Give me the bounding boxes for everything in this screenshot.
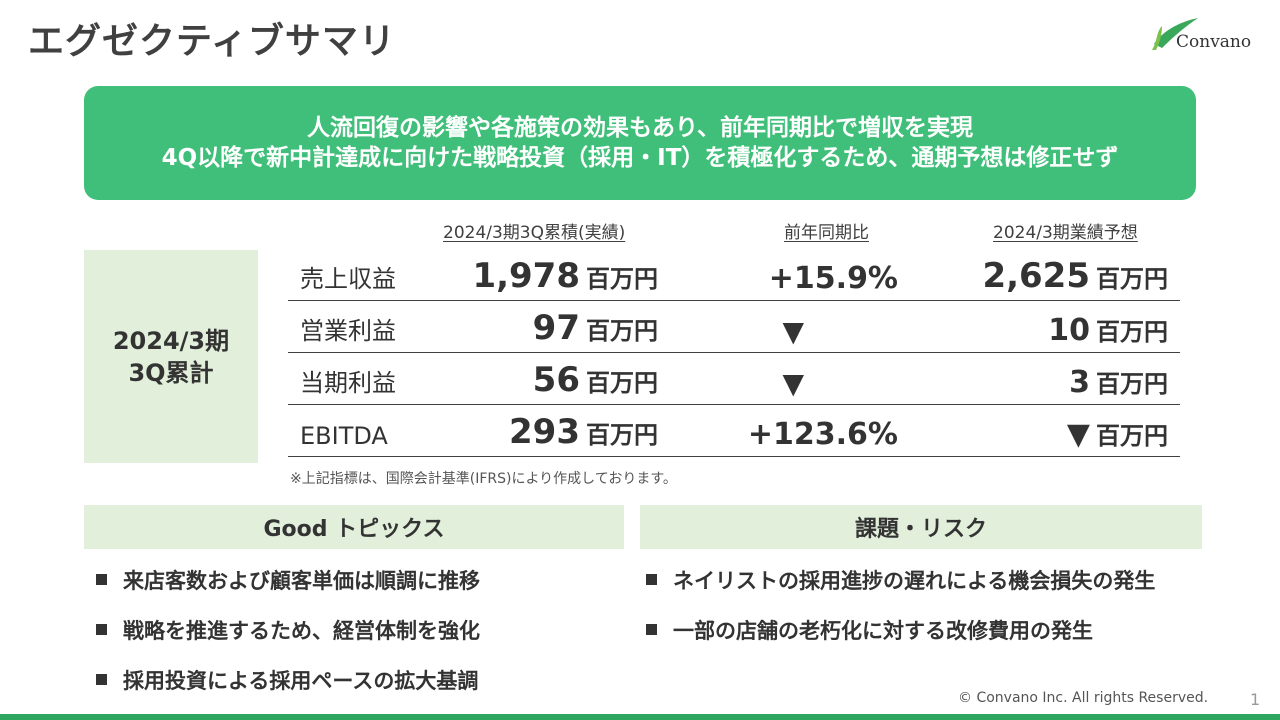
- actual-value: 293 百万円: [509, 412, 658, 452]
- footer-divider: [0, 714, 1280, 720]
- list-item: 来店客数および顧客単価は順調に推移: [96, 565, 480, 595]
- header-actual: 2024/3期3Q累積(実績): [443, 223, 626, 243]
- period-line-1: 2024/3期: [112, 326, 230, 355]
- forecast-value: 3 百万円: [1069, 365, 1168, 400]
- header-yoy: 前年同期比: [784, 223, 869, 243]
- header-forecast: 2024/3期業績予想: [993, 223, 1138, 243]
- banner-line-2: 4Q以降で新中計達成に向けた戦略投資（採用・IT）を積極化するため、通期予想は修…: [161, 145, 1119, 171]
- summary-banner: 人流回復の影響や各施策の効果もあり、前年同期比で増収を実現 4Q以降で新中計達成…: [84, 86, 1196, 200]
- ifrs-note: ※上記指標は、国際会計基準(IFRS)により作成しております。: [290, 471, 677, 487]
- table-row: 営業利益 97 百万円 ▼ 10 百万円: [288, 300, 1180, 353]
- period-label: 2024/3期 3Q累計: [84, 250, 258, 463]
- row-label: 売上収益: [300, 265, 396, 293]
- bullet-square-icon: [96, 624, 107, 635]
- actual-value: 1,978 百万円: [472, 256, 658, 296]
- convano-leaf-icon: [1152, 18, 1198, 50]
- page-number: 1: [1250, 690, 1261, 709]
- list-item: 採用投資による採用ペースの拡大基調: [96, 665, 478, 695]
- list-item: 一部の店舗の老朽化に対する改修費用の発生: [646, 615, 1093, 645]
- bullet-square-icon: [96, 674, 107, 685]
- table-row: 当期利益 56 百万円 ▼ 3 百万円: [288, 352, 1180, 405]
- actual-value: 56 百万円: [532, 360, 658, 400]
- yoy-value: +123.6%: [747, 417, 898, 452]
- actual-value: 97 百万円: [532, 308, 658, 348]
- row-label: 当期利益: [300, 369, 396, 397]
- yoy-down-icon: ▼: [782, 367, 804, 400]
- list-item: ネイリストの採用進捗の遅れによる機会損失の発生: [646, 565, 1155, 595]
- bullet-square-icon: [646, 574, 657, 585]
- forecast-value: ▼ 百万円: [1066, 417, 1168, 452]
- forecast-value: 10 百万円: [1048, 313, 1168, 348]
- page-title: エグゼクティブサマリ: [28, 21, 396, 62]
- banner-line-1: 人流回復の影響や各施策の効果もあり、前年同期比で増収を実現: [306, 115, 974, 141]
- period-line-2: 3Q累計: [128, 358, 214, 387]
- row-label: EBITDA: [300, 422, 388, 450]
- yoy-down-icon: ▼: [782, 315, 804, 348]
- good-topics-heading: Good トピックス: [84, 505, 624, 549]
- yoy-value: +15.9%: [768, 261, 898, 296]
- copyright: © Convano Inc. All rights Reserved.: [958, 690, 1209, 706]
- forecast-value: 2,625 百万円: [982, 256, 1168, 296]
- forecast-down-icon: ▼: [1066, 417, 1090, 452]
- row-label: 営業利益: [300, 317, 396, 345]
- bullet-square-icon: [96, 574, 107, 585]
- bullet-square-icon: [646, 624, 657, 635]
- table-row: 売上収益 1,978 百万円 +15.9% 2,625 百万円: [288, 248, 1180, 301]
- logo-text: Convano: [1176, 32, 1252, 52]
- list-item: 戦略を推進するため、経営体制を強化: [96, 615, 480, 645]
- table-row: EBITDA 293 百万円 +123.6% ▼ 百万円: [288, 404, 1180, 457]
- risk-heading: 課題・リスク: [640, 505, 1202, 549]
